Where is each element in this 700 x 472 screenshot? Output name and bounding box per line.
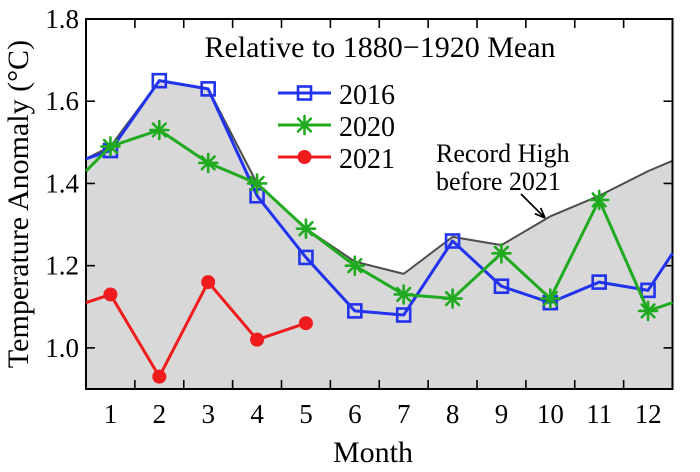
legend-entry-2020: [278, 114, 331, 136]
series-2016-marker: [640, 282, 656, 299]
x-tick-label: 4: [250, 399, 264, 429]
series-2016-line: [85, 79, 674, 317]
series-2016-marker: [298, 249, 314, 266]
series-2021-marker: [103, 287, 118, 302]
legend-label-2020: 2020: [339, 112, 395, 143]
series-2021-marker: [201, 275, 216, 290]
y-tick-label: 1.2: [45, 251, 79, 281]
plot-text-layer: Relative to 1880−1920 Mean Temperature A…: [2, 31, 570, 469]
series-2016-marker: [395, 307, 412, 323]
legend-marker-2020: [296, 117, 313, 133]
series-2020-marker: [102, 138, 119, 155]
series-2020-marker: [200, 155, 216, 171]
y-tick-label: 1.0: [45, 333, 79, 363]
chart-title: Relative to 1880−1920 Mean: [204, 31, 555, 64]
legend-entry-2016: [278, 85, 331, 101]
series-2021: [85, 275, 313, 384]
series-2020-marker: [640, 303, 656, 319]
annotation-arrow: [520, 193, 546, 219]
series-2016-marker: [200, 81, 216, 97]
legend-label-2016: 2016: [339, 80, 395, 111]
series-2021-marker: [152, 369, 167, 384]
legend-label-2021: 2021: [339, 144, 395, 175]
x-axis-label: Month: [333, 436, 413, 469]
y-tick-label: 1.8: [45, 4, 79, 34]
series-2020-marker: [151, 122, 167, 138]
series-2020-line: [84, 128, 673, 313]
series-2021-marker: [298, 316, 313, 331]
series-2016-marker: [444, 233, 461, 249]
series-2016-marker: [347, 303, 363, 319]
series-2020-marker: [542, 290, 558, 307]
plot-frame: [85, 18, 674, 390]
y-axis-label: Temperature Anomaly (°C): [2, 40, 35, 368]
series-2016-marker: [493, 278, 510, 295]
series-2020-marker: [591, 192, 607, 208]
x-tick-label: 11: [586, 399, 612, 429]
x-tick-label: 9: [495, 399, 509, 429]
x-tick-label: 6: [348, 399, 362, 429]
legend: [278, 85, 331, 164]
series-2020-marker: [347, 258, 363, 274]
series-2020-marker: [249, 175, 265, 192]
series-2020: [84, 119, 673, 322]
x-tick-label: 7: [397, 399, 411, 429]
x-tick-label: 12: [635, 399, 662, 429]
series-2016-marker: [591, 274, 607, 290]
x-tick-label: 10: [537, 399, 564, 429]
x-tick-label: 1: [104, 399, 118, 429]
annotation-record-high-line2: before 2021: [436, 167, 561, 196]
legend-marker-2021: [297, 150, 312, 164]
series-2020-marker: [444, 290, 461, 307]
series-2016-marker: [151, 72, 168, 89]
series-2021-marker: [250, 332, 265, 347]
legend-entry-2021: [278, 150, 331, 164]
y-tick-label: 1.6: [45, 86, 79, 116]
plot-generated-content: 1 2 3 4 5 6 7 8 9 10 11 121.01.21.41.61.8: [45, 4, 674, 429]
series-2016: [85, 72, 674, 323]
series-2020-marker: [298, 221, 314, 237]
x-tick-label: 8: [446, 399, 460, 429]
x-tick-label: 2: [153, 399, 167, 429]
series-2020-marker: [493, 245, 510, 261]
annotation-record-high-line1: Record High: [436, 139, 570, 168]
series-2020-marker: [396, 286, 412, 303]
x-tick-label: 5: [299, 399, 313, 429]
y-tick-label: 1.4: [45, 168, 79, 198]
legend-marker-2016: [296, 85, 313, 101]
x-tick-label: 3: [201, 399, 215, 429]
